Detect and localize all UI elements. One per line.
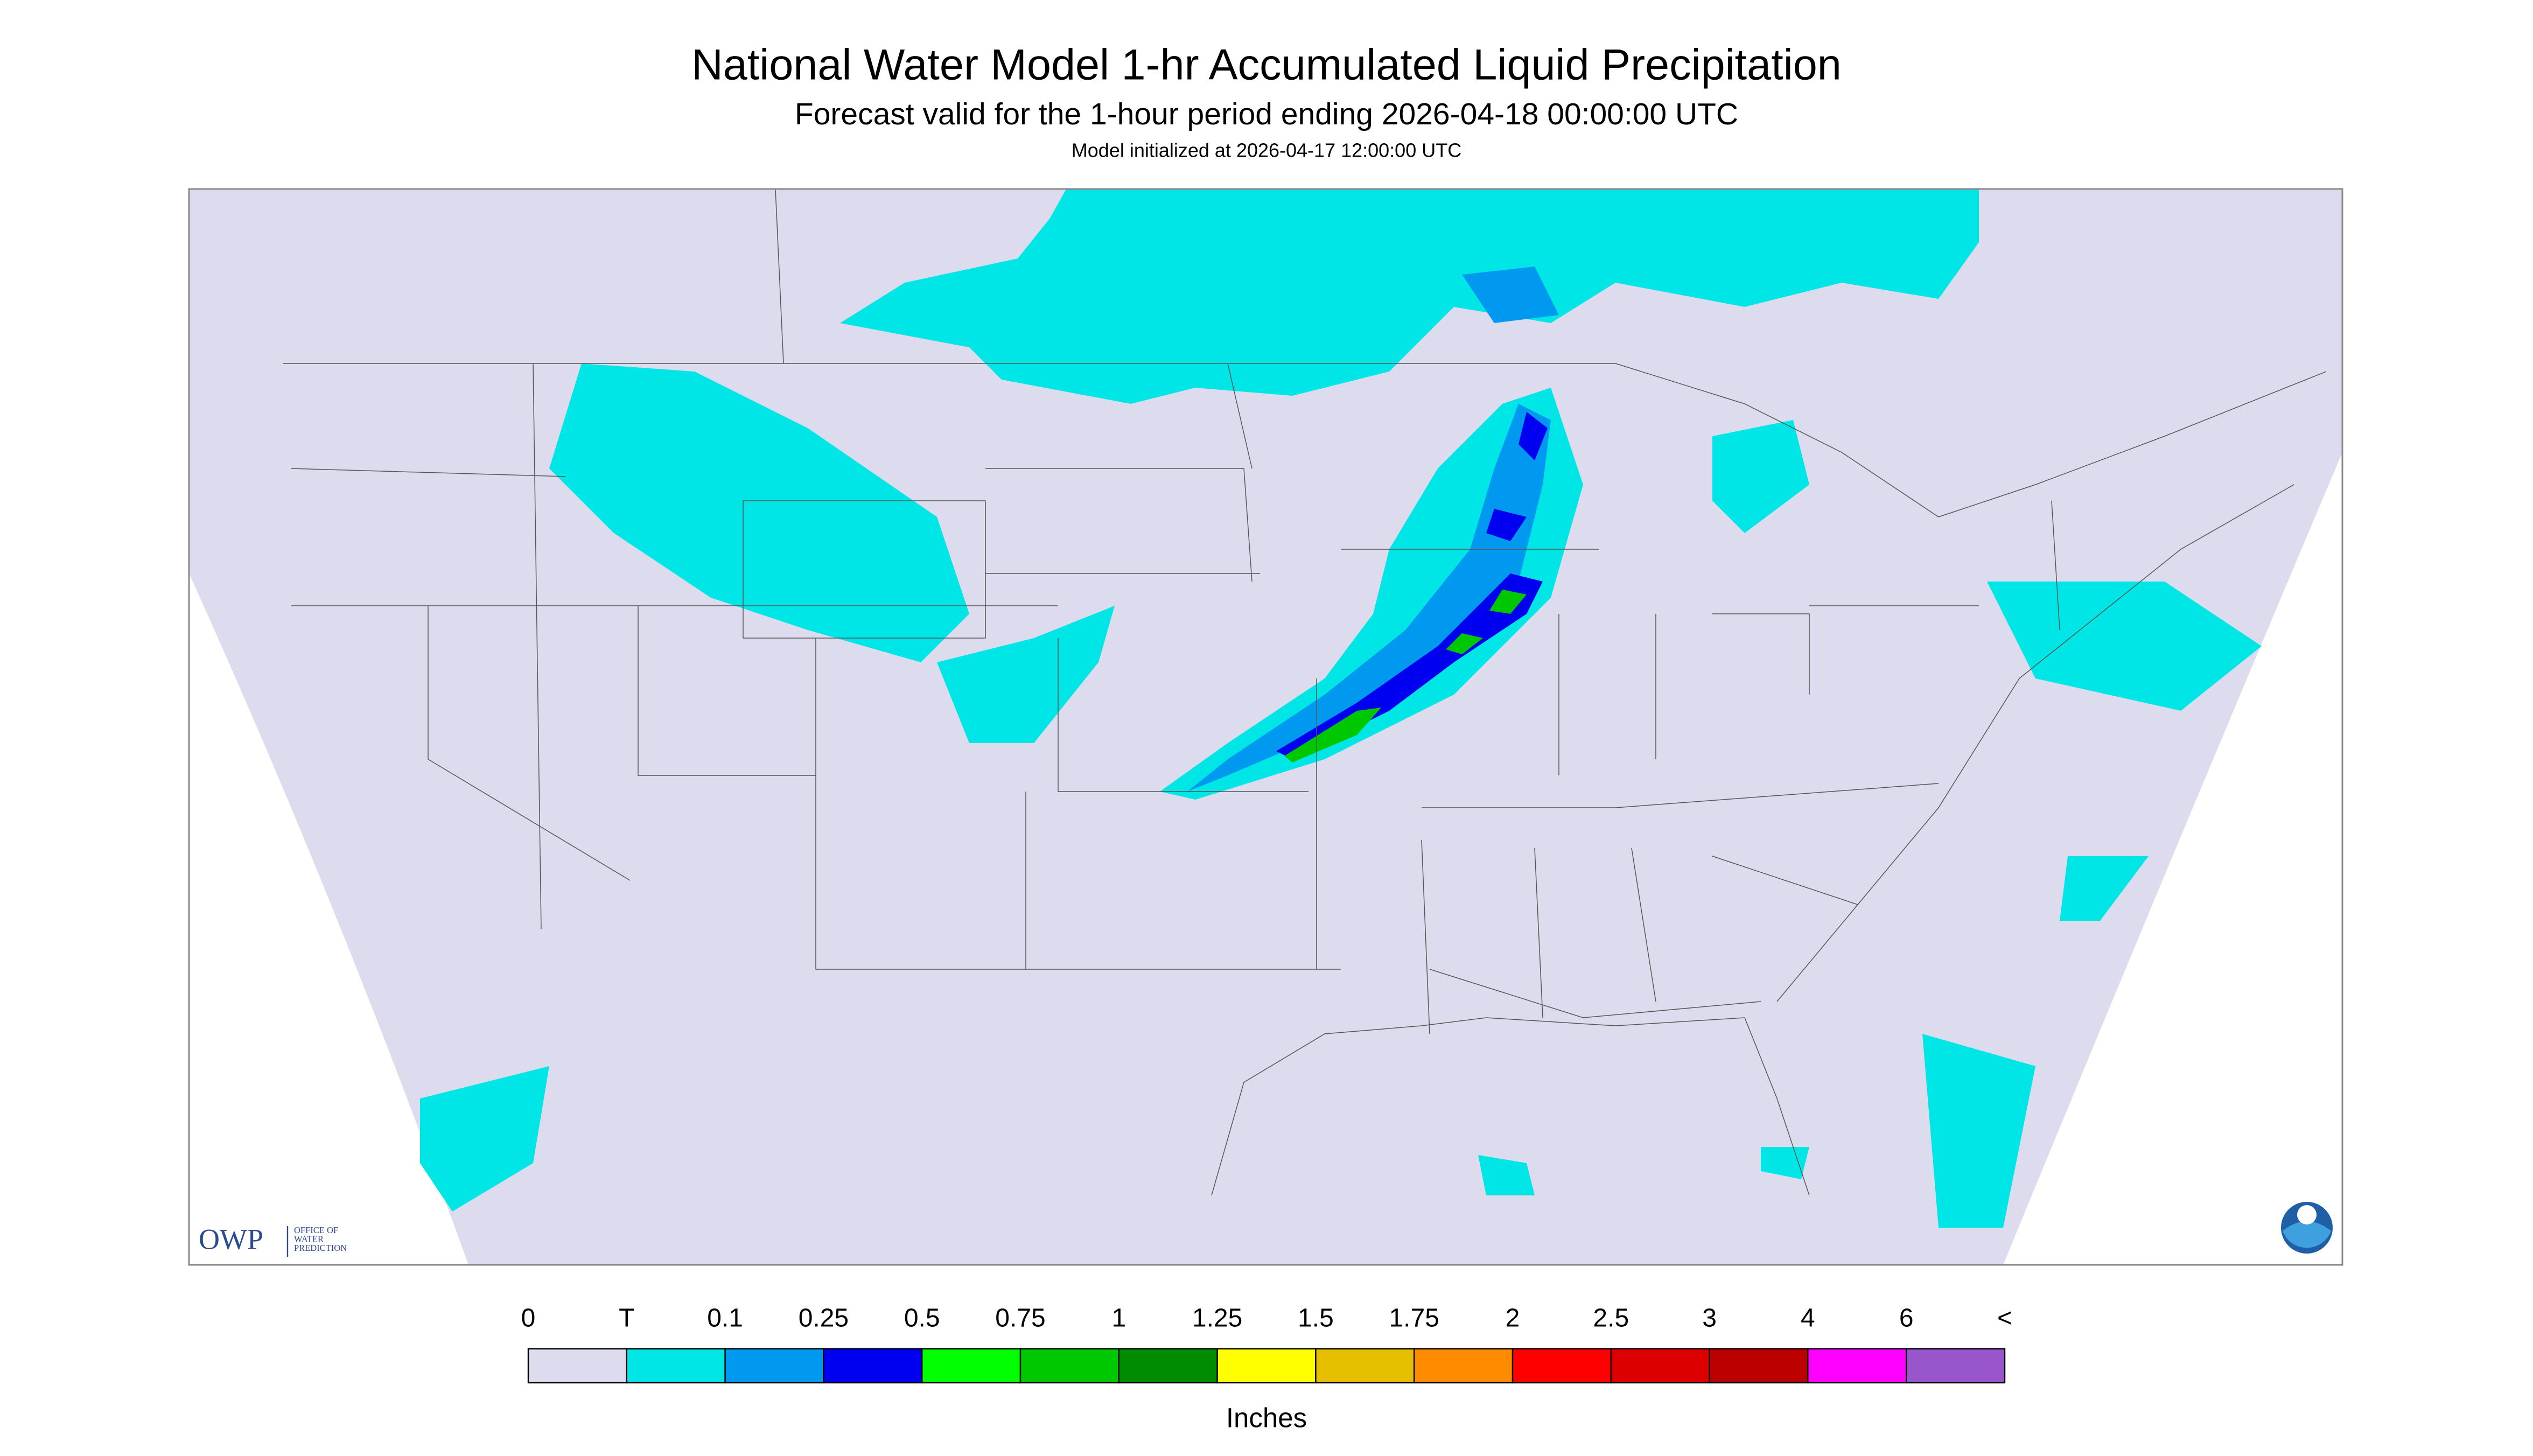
outside-domain-left — [189, 573, 468, 1265]
logo-line: WATER — [294, 1234, 324, 1244]
coastline — [1211, 1017, 1810, 1196]
legend-label: 0.75 — [995, 1304, 1045, 1333]
legend: 0 T 0.1 0.25 0.5 0.75 1 1.25 1.5 1.75 2 2.5 3 4 6 < — [521, 1304, 2012, 1384]
legend-swatch — [1905, 1348, 2006, 1384]
moderate-precip — [1187, 267, 1559, 792]
legend-swatch — [724, 1348, 824, 1384]
subtitle: Forecast valid for the 1-hour period end… — [795, 97, 1738, 131]
legend-label: 1.75 — [1389, 1304, 1439, 1333]
legend-label: 0.1 — [707, 1304, 743, 1333]
legend-swatch — [1315, 1348, 1415, 1384]
legend-swatch — [1709, 1348, 1809, 1384]
legend-label: 0 — [521, 1304, 536, 1333]
init-note: Model initialized at 2026-04-17 12:00:00… — [1072, 139, 1461, 162]
legend-label: 0.25 — [799, 1304, 849, 1333]
legend-label: < — [1997, 1304, 2012, 1333]
legend-swatch — [1118, 1348, 1218, 1384]
outside-domain-right — [2003, 452, 2342, 1265]
logo-line: OFFICE OF — [294, 1225, 338, 1235]
legend-label: T — [619, 1304, 634, 1333]
legend-swatch — [1414, 1348, 1514, 1384]
logo-line: PREDICTION — [294, 1243, 347, 1253]
legend-swatch — [527, 1348, 628, 1384]
noaa-wave — [2283, 1221, 2331, 1248]
legend-swatch — [1610, 1348, 1710, 1384]
legend-label: 2.5 — [1593, 1304, 1629, 1333]
logo-acronym: OWP — [199, 1223, 263, 1255]
legend-swatch — [1216, 1348, 1317, 1384]
legend-label: 1 — [1111, 1304, 1126, 1333]
legend-label: 0.5 — [904, 1304, 940, 1333]
light-precip — [420, 189, 2262, 1228]
coastline — [1776, 484, 2294, 1002]
legend-swatch — [1807, 1348, 1907, 1384]
map-frame — [188, 188, 2343, 1266]
legend-label: 6 — [1899, 1304, 1914, 1333]
legend-label: 1.5 — [1298, 1304, 1334, 1333]
noaa-logo — [2281, 1202, 2333, 1254]
very-heavy-precip — [1284, 590, 1527, 763]
noaa-bird — [2297, 1205, 2317, 1225]
legend-unit: Inches — [1226, 1402, 1307, 1433]
title: National Water Model 1-hr Accumulated Li… — [691, 40, 1842, 89]
legend-swatch — [823, 1348, 923, 1384]
legend-swatch — [1512, 1348, 1612, 1384]
border — [1615, 363, 2327, 517]
legend-label: 2 — [1506, 1304, 1520, 1333]
legend-label: 3 — [1702, 1304, 1717, 1333]
legend-swatch — [921, 1348, 1021, 1384]
legend-label: 4 — [1801, 1304, 1815, 1333]
legend-label: 1.25 — [1192, 1304, 1242, 1333]
legend-swatch — [1019, 1348, 1120, 1384]
heavy-precip — [1276, 412, 1548, 760]
boundaries — [283, 188, 2060, 1034]
legend-swatch — [626, 1348, 726, 1384]
